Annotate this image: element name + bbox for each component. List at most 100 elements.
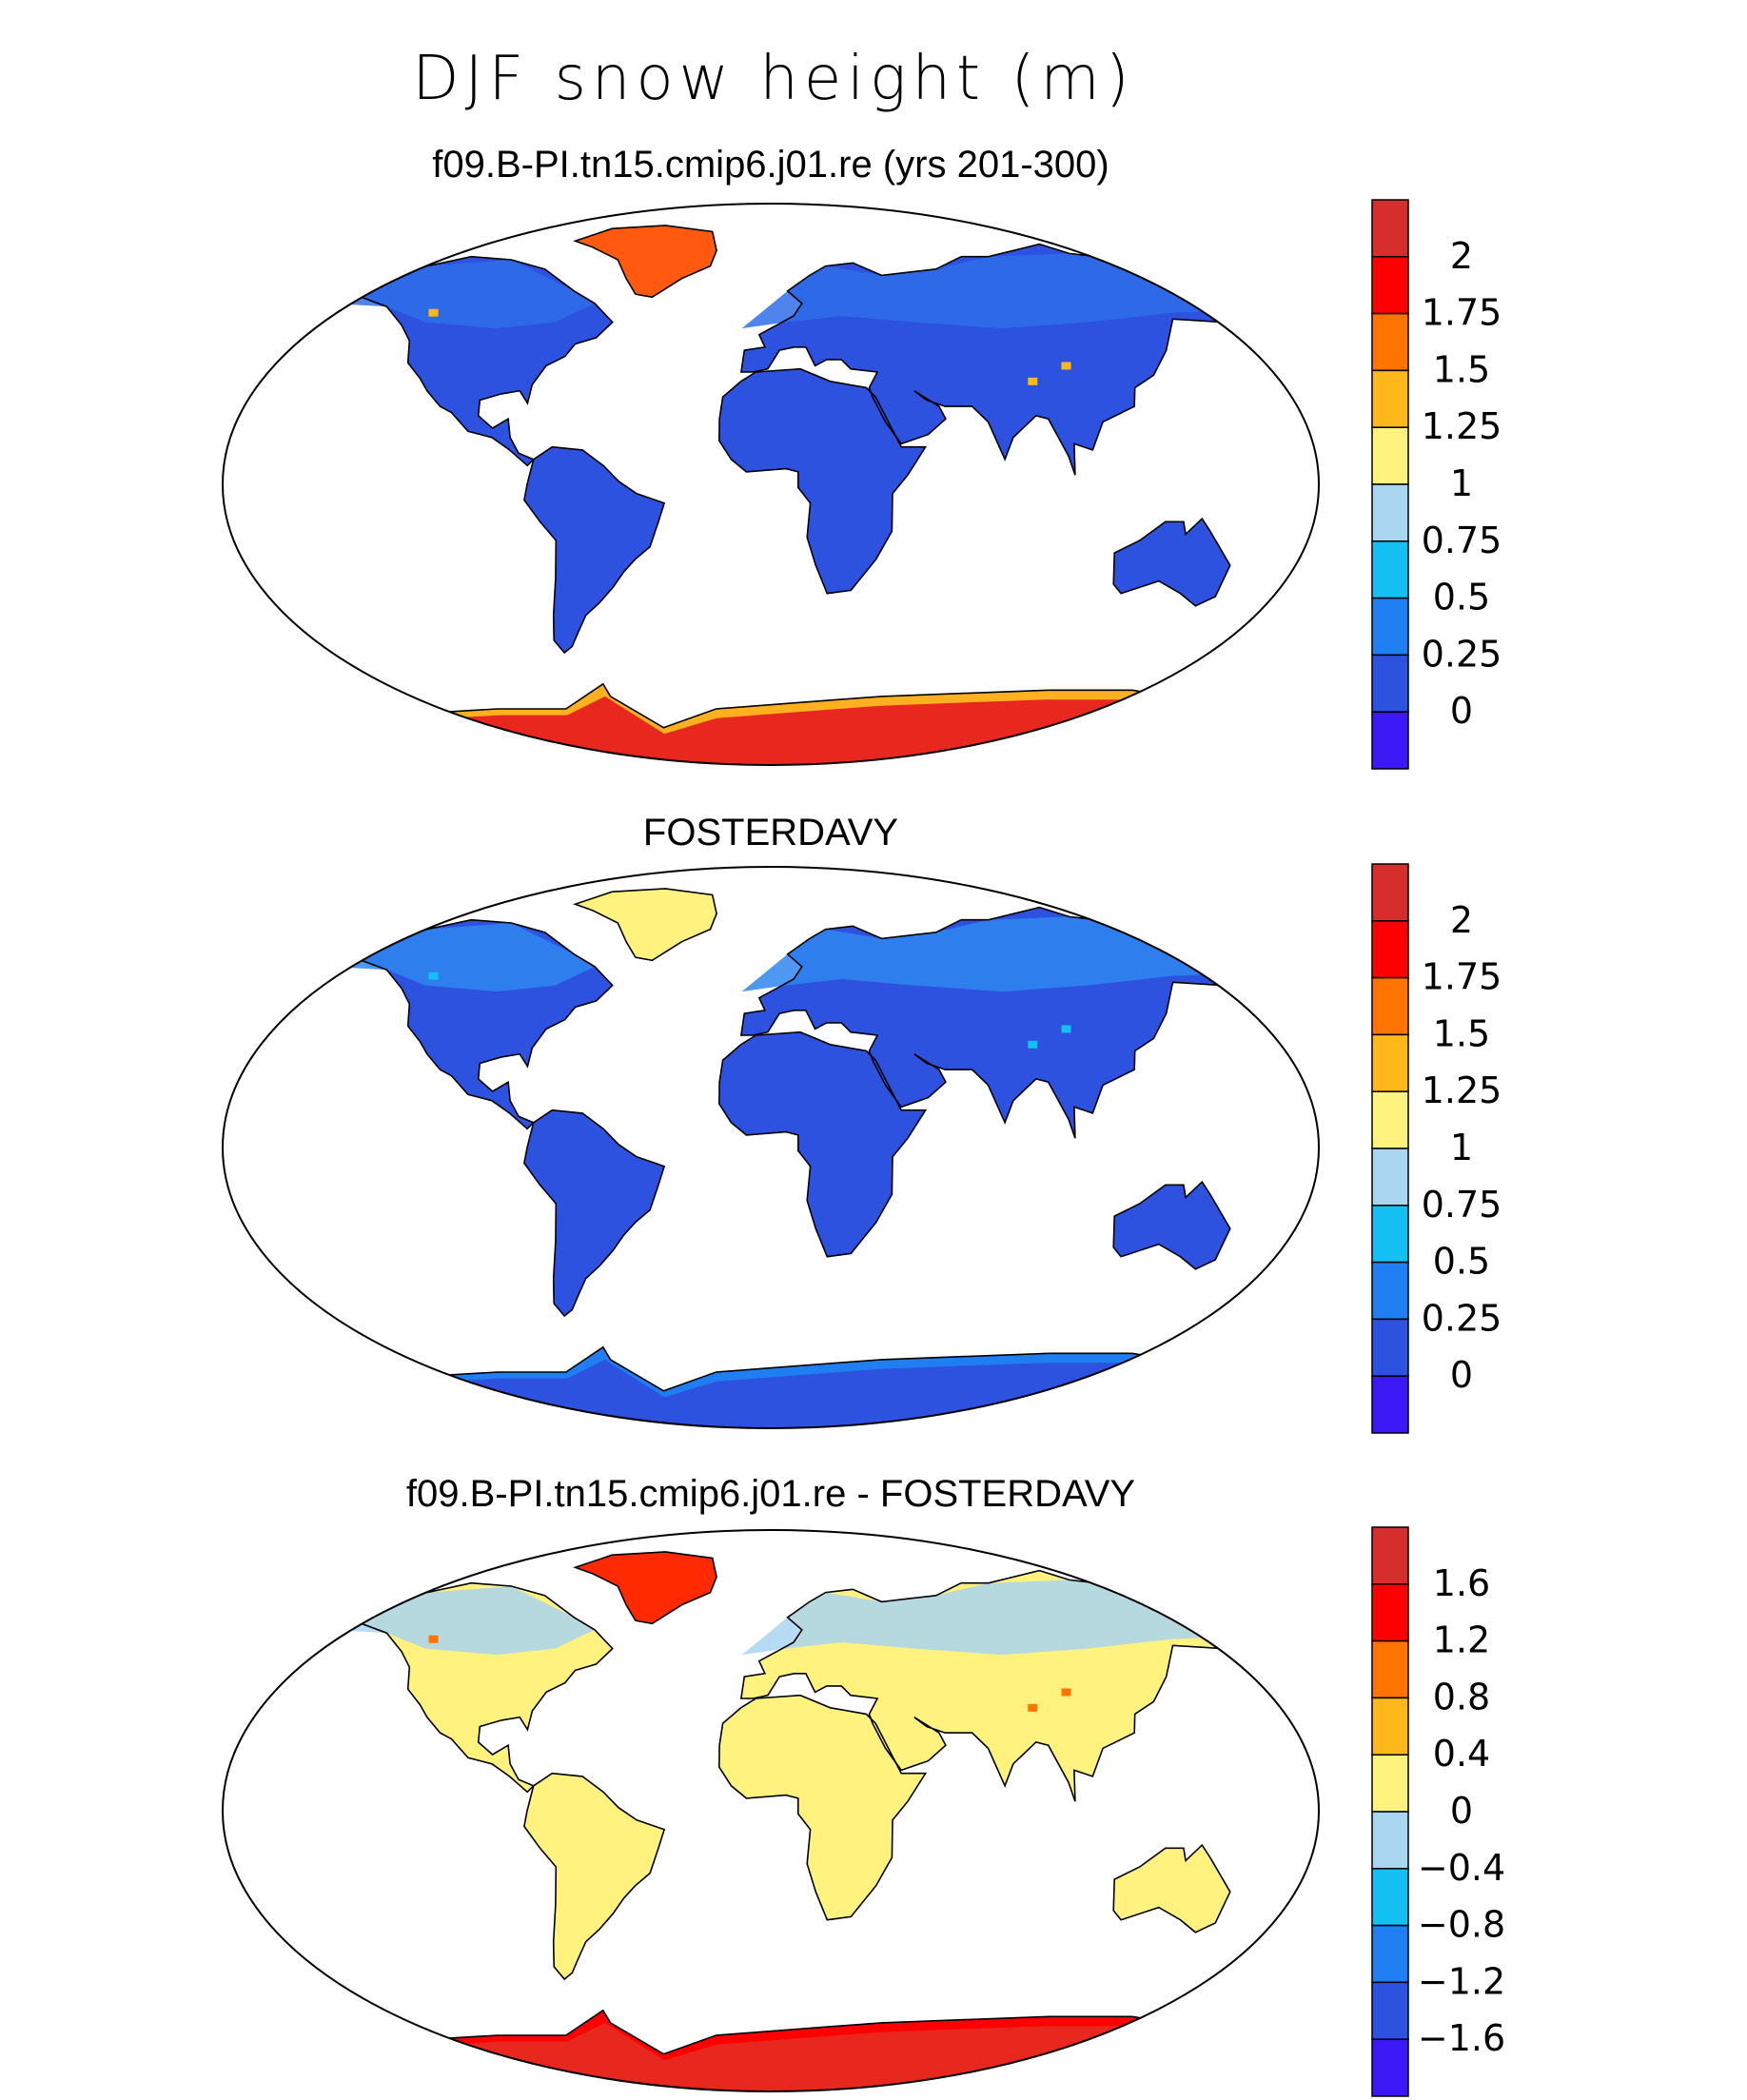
colorbar-swatch [1371,426,1409,485]
colorbar-label: 1.25 [1422,1070,1502,1111]
coastline [303,255,614,467]
figure-title: DJF snow height (m) [412,44,1134,114]
colorbar-label: 0.8 [1433,1676,1490,1717]
colorbar-label: 0.75 [1422,1184,1502,1226]
colorbar-label: 1.6 [1433,1562,1490,1604]
colorbar-swatch [1371,256,1409,315]
africa-region [718,1031,926,1257]
colorbar-swatch [1371,1205,1409,1264]
panel-title-difference: f09.B-PI.tn15.cmip6.j01.re - FOSTERDAVY [406,1473,1135,1515]
australia-region [1113,1845,1230,1933]
highlight-cell [1028,1040,1038,1049]
highlight-cell [1061,1688,1071,1697]
colorbar-difference: 1.6 1.2 0.8 0.4 0 −0.4 −0.8 −1.2 −1.6 [1371,1526,1505,2097]
coastline [523,1772,666,1981]
coastline [523,1109,666,1318]
colorbar-label: −0.4 [1418,1847,1505,1889]
map-difference [222,1529,1320,2092]
colorbar-swatch [1371,863,1409,922]
colorbar-label: 0 [1450,1354,1473,1396]
colorbar-swatch [1371,920,1409,979]
south-america-region [523,446,665,653]
coastline [739,1569,1272,1802]
panel-title-fosterdavy: FOSTERDAVY [643,812,898,854]
colorbar-swatch [1371,1583,1409,1642]
highlight-cell [1028,377,1038,385]
australia-region [1113,1182,1230,1269]
colorbar-label: 2 [1450,899,1473,941]
coastline [523,445,666,655]
colorbar-swatch [1371,654,1409,713]
colorbar-label: −0.8 [1418,1904,1505,1946]
coastline [303,1581,614,1794]
colorbar-label: 0 [1450,690,1473,732]
map-border [222,1529,1320,2092]
map-border [222,866,1320,1429]
panel-fosterdavy: FOSTERDAVY 2 1.75 1.5 1.25 1 0.75 0.5 0.25 0 [222,812,1502,1434]
colorbar-label: 1 [1450,1127,1473,1168]
colorbar-swatch [1371,1090,1409,1149]
coastline [739,906,1272,1139]
map-fosterdavy [222,866,1320,1429]
south-america-region [523,1773,665,1979]
coastline [1112,517,1231,607]
highlight-cell [1061,1025,1071,1033]
highlight-cell [428,1635,439,1643]
africa-region [718,1695,926,1920]
highlight-cell [428,971,439,980]
greenland-region [575,888,717,961]
colorbar-swatch [1371,1811,1409,1870]
coastline [573,225,717,299]
map-border [222,203,1320,766]
greenland-region [575,225,717,298]
colorbar-swatch [1371,1375,1409,1434]
coastline [717,367,928,595]
colorbar-swatch [1371,1868,1409,1927]
coastline [573,1551,717,1625]
colorbar-label: 1.2 [1433,1619,1490,1661]
colorbar-swatch [1371,1754,1409,1813]
colorbar-swatch [1371,1033,1409,1092]
coastline [573,888,717,962]
colorbar-swatch [1371,540,1409,599]
colorbar-label: 0.25 [1422,633,1502,675]
colorbar-swatch [1371,1639,1409,1699]
colorbar-model: 2 1.75 1.5 1.25 1 0.75 0.5 0.25 0 [1371,199,1502,770]
colorbar-label: 1.75 [1422,956,1502,998]
colorbar-label: 1 [1450,462,1473,504]
coastline [717,1030,928,1258]
colorbar-label: 1.75 [1422,292,1502,334]
colorbar-swatch [1371,976,1409,1036]
colorbar-label: 1.5 [1433,1012,1490,1054]
colorbar-label: 2 [1450,235,1473,277]
colorbar-label: 0 [1450,1790,1473,1832]
colorbar-swatch [1371,2038,1409,2097]
colorbar-label: 0.4 [1433,1733,1490,1775]
colorbar-label: 1.5 [1433,348,1490,390]
coastline [303,918,614,1130]
coastline [1112,1843,1231,1933]
colorbar-swatch [1371,1526,1409,1585]
africa-region [718,368,926,594]
highlight-cell [428,308,439,317]
australia-region [1113,519,1230,606]
colorbar-swatch [1371,1697,1409,1756]
south-america-region [523,1109,665,1316]
map-model [222,203,1320,766]
panel-title-model: f09.B-PI.tn15.cmip6.j01.re (yrs 201-300) [432,144,1109,186]
highlight-cell [1028,1703,1038,1712]
coastline [717,1694,928,1921]
colorbar-swatch [1371,597,1409,657]
colorbar-fosterdavy: 2 1.75 1.5 1.25 1 0.75 0.5 0.25 0 [1371,863,1502,1434]
colorbar-label: 0.5 [1433,577,1490,618]
colorbar-label: −1.6 [1418,2017,1505,2059]
colorbar-label: −1.2 [1418,1960,1505,2002]
colorbar-label: 1.25 [1422,405,1502,447]
highlight-cell [1061,362,1071,370]
colorbar-swatch [1371,1924,1409,1984]
colorbar-swatch [1371,312,1409,372]
colorbar-swatch [1371,369,1409,428]
colorbar-swatch [1371,1261,1409,1321]
colorbar-swatch [1371,1981,1409,2040]
